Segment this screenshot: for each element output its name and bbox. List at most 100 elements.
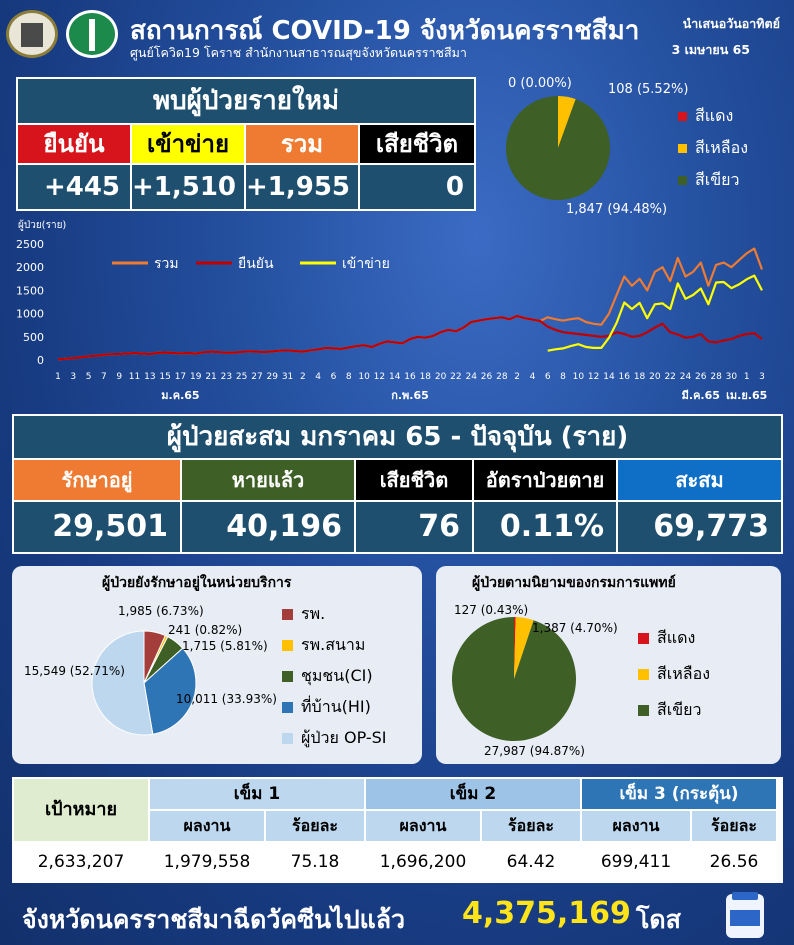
pie-label-red: 0 (0.00%)	[508, 76, 572, 91]
x-tick-label: 8	[346, 372, 352, 382]
accumulated-value-3: 0.11%	[474, 502, 616, 552]
top-legend-item-1: สีเหลือง	[678, 136, 748, 161]
treatment-legend-item-3: ที่บ้าน(HI)	[282, 695, 371, 720]
dose-pct-header-0: ร้อยละ	[266, 811, 364, 841]
x-tick-label: 3	[70, 372, 76, 382]
top-legend-label-1: สีเหลือง	[695, 138, 749, 157]
legend-swatch	[282, 609, 293, 620]
x-tick-label: 22	[450, 372, 461, 382]
new-cases-label-2: รวม	[246, 125, 358, 163]
date-line-1: นำเสนอวันอาทิตย์	[682, 16, 780, 31]
pie-label-yellow: 108 (5.52%)	[608, 82, 689, 97]
accumulated-box: ผู้ป่วยสะสม มกราคม 65 - ปัจจุบัน (ราย) ร…	[12, 414, 783, 554]
x-tick-label: 14	[603, 372, 615, 382]
x-tick-label: 5	[86, 372, 92, 382]
new-cases-value-1: +1,510	[132, 165, 244, 209]
dose-pct-header-1: ร้อยละ	[482, 811, 580, 841]
month-label-2: มี.ค.65	[682, 389, 720, 402]
dose-work-value-2: 699,411	[582, 843, 690, 881]
dose-work-header-2: ผลงาน	[582, 811, 690, 841]
severity-legend-label-0: สีแดง	[657, 628, 696, 647]
x-tick-label: 22	[664, 372, 675, 382]
x-tick-label: 14	[389, 372, 401, 382]
severity-panel: ผู้ป่วยตามนิยามของกรมการแพทย์ 127 (0.43%…	[436, 566, 781, 764]
treatment-legend-item-2: ชุมชน(CI)	[282, 664, 373, 689]
severity-legend-label-2: สีเขียว	[657, 700, 702, 719]
footer-total: 4,375,169	[462, 896, 631, 931]
treatment-legend-item-0: รพ.	[282, 602, 325, 627]
x-tick-label: 26	[481, 372, 493, 382]
x-tick-label: 4	[530, 372, 536, 382]
footer-unit: โดส	[636, 905, 681, 934]
page-subtitle: ศูนย์โควิด19 โคราช สำนักงานสาธารณสุขจังห…	[130, 45, 467, 60]
x-tick-label: 28	[496, 372, 508, 382]
x-tick-label: 2	[514, 372, 520, 382]
x-tick-label: 1	[55, 372, 61, 382]
x-tick-label: 13	[144, 372, 155, 382]
line-legend-label-1: ยืนยัน	[238, 256, 274, 272]
pie-label-green: 1,847 (94.48%)	[566, 202, 668, 217]
treatment-panel-title: ผู้ป่วยยังรักษาอยู่ในหน่วยบริการ	[102, 575, 292, 591]
goal-header: เป้าหมาย	[14, 779, 148, 841]
severity-legend-item-2: สีเขียว	[638, 698, 702, 723]
pie-label-home: 10,011 (33.93%)	[176, 692, 277, 706]
accumulated-label-3: อัตราป่วยตาย	[474, 460, 616, 500]
legend-swatch	[678, 112, 687, 121]
x-tick-label: 16	[619, 372, 631, 382]
x-tick-label: 11	[129, 372, 140, 382]
x-tick-label: 15	[159, 372, 170, 382]
dose-pct-value-2: 26.56	[692, 843, 776, 881]
accumulated-value-4: 69,773	[618, 502, 781, 552]
dose-pct-value-0: 75.18	[266, 843, 364, 881]
month-label-0: ม.ค.65	[161, 389, 199, 402]
x-tick-label: 28	[710, 372, 722, 382]
date-line-2: 3 เมษายน 65	[671, 42, 750, 57]
x-tick-label: 18	[420, 372, 432, 382]
treatment-pie-slice-3	[143, 647, 197, 735]
top-legend-label-2: สีเขียว	[695, 170, 740, 189]
x-tick-label: 12	[374, 372, 385, 382]
x-tick-label: 25	[236, 372, 247, 382]
pie-label-red-2: 127 (0.43%)	[454, 603, 529, 617]
x-tick-label: 3	[759, 372, 765, 382]
dose-work-value-0: 1,979,558	[150, 843, 264, 881]
x-tick-label: 1	[744, 372, 750, 382]
severity-legend-label-1: สีเหลือง	[657, 664, 711, 683]
x-tick-label: 7	[101, 372, 107, 382]
dose-work-header-1: ผลงาน	[366, 811, 480, 841]
new-cases-label-3: เสียชีวิต	[360, 125, 474, 163]
x-tick-label: 2	[300, 372, 306, 382]
top-pie-slice-2	[506, 96, 610, 200]
series-line-1	[57, 314, 763, 361]
x-tick-label: 20	[649, 372, 661, 382]
page-title: สถานการณ์ COVID-19 จังหวัดนครราชสีมา	[130, 16, 640, 46]
x-tick-label: 21	[205, 372, 216, 382]
x-tick-label: 9	[116, 372, 122, 382]
new-cases-value-3: 0	[360, 165, 474, 209]
severity-pie-slice-2	[452, 617, 576, 741]
accumulated-label-1: หายแล้ว	[182, 460, 354, 500]
dose-header-2: เข็ม 3 (กระตุ้น)	[582, 779, 776, 809]
severity-legend-item-0: สีแดง	[638, 626, 695, 651]
new-cases-label-1: เข้าข่าย	[132, 125, 244, 163]
accumulated-value-2: 76	[356, 502, 472, 552]
x-tick-label: 30	[726, 372, 738, 382]
x-tick-label: 10	[573, 372, 585, 382]
top-legend-label-0: สีแดง	[695, 106, 734, 125]
x-tick-label: 18	[634, 372, 646, 382]
x-tick-label: 6	[331, 372, 337, 382]
vaccine-table: เป้าหมาย 2,633,207 เข็ม 1 ผลงาน ร้อยละ 1,97…	[12, 777, 783, 883]
goal-value: 2,633,207	[14, 843, 148, 881]
severity-legend-item-1: สีเหลือง	[638, 662, 710, 687]
footer-text: จังหวัดนครราชสีมาฉีดวัคซีนไปแล้ว	[22, 905, 406, 934]
x-tick-label: 10	[358, 372, 370, 382]
month-label-3: เม.ย.65	[726, 389, 767, 402]
y-tick-label: 2000	[16, 261, 44, 274]
province-seal-icon	[6, 10, 58, 58]
treatment-legend-label-0: รพ.	[301, 604, 326, 623]
new-cases-box: พบผู้ป่วยรายใหม่ ยืนยัน +445 เข้าข่าย +1,51…	[16, 77, 476, 211]
severity-pie-slice-0	[514, 617, 516, 679]
new-cases-value-0: +445	[18, 165, 130, 209]
ministry-logo-icon	[66, 10, 118, 58]
x-tick-label: 6	[545, 372, 551, 382]
